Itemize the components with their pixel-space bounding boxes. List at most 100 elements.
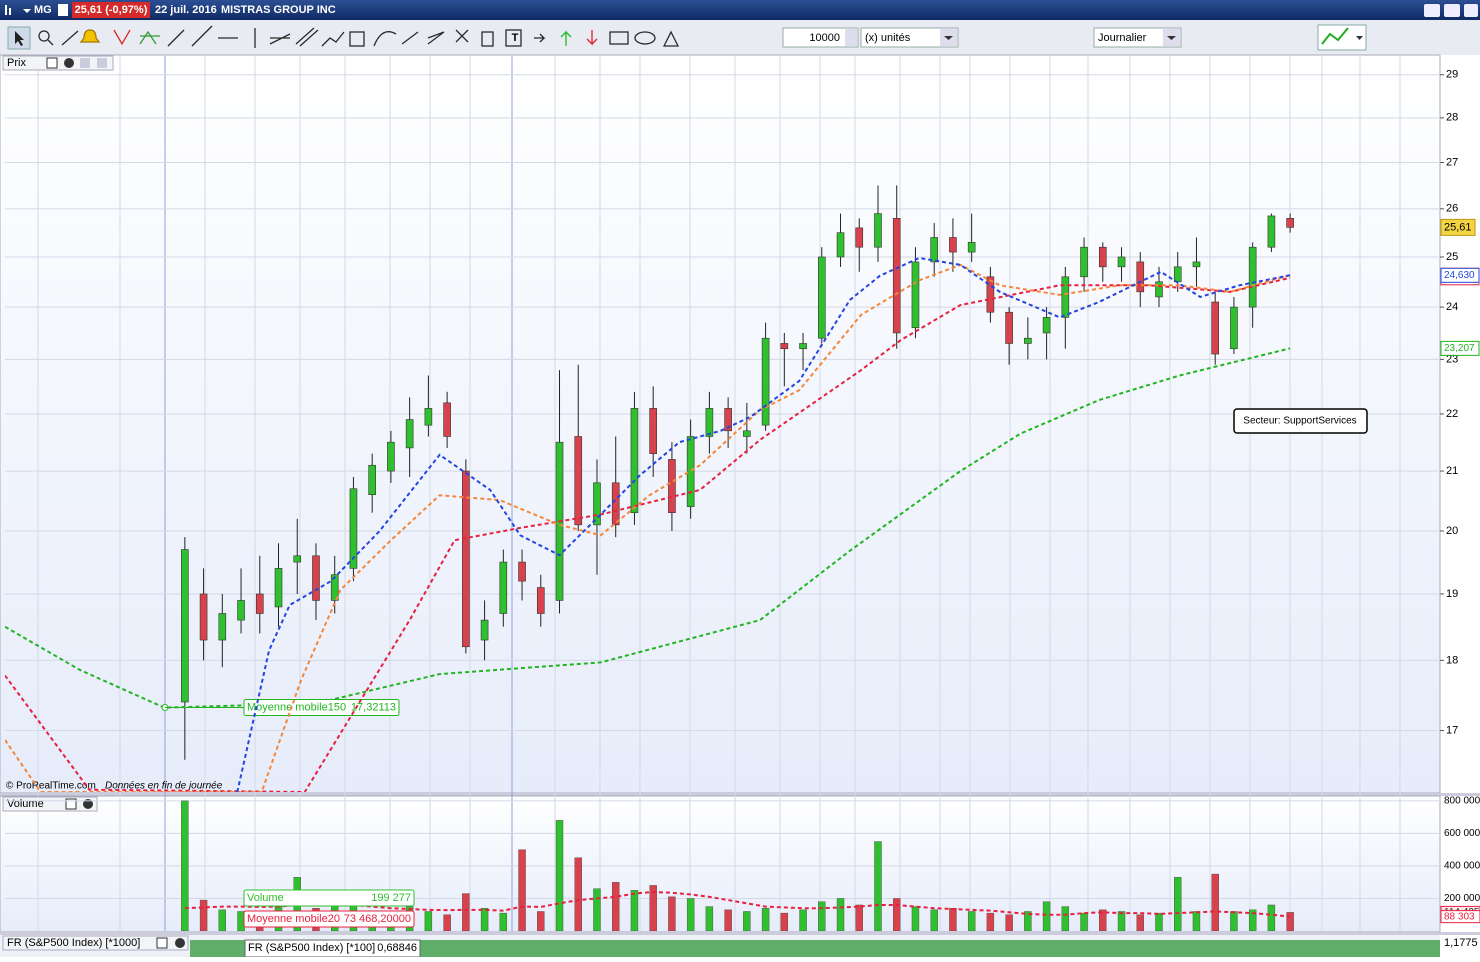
symbol: MG [34,4,52,16]
last-value-box [1440,910,1480,924]
candle-body [237,600,245,621]
candle-body [911,261,920,329]
volume-bar [893,898,901,931]
volume-bar [1192,911,1201,931]
volume-bar [424,911,433,931]
volume-bar [1267,904,1276,931]
candle-body [1248,246,1257,308]
candle-body [1155,281,1163,298]
toolbar [0,20,1480,55]
annotation: Secteur: SupportServices [1243,416,1356,427]
indicator-last: 1,1775 [1444,937,1478,949]
tooltip-name: Moyenne mobile20 [247,913,340,925]
indicator-tooltip-value: 0,68846 [377,942,417,954]
y-tick-label: 800 000 [1444,795,1480,806]
y-tick-label: 25 [1446,251,1458,263]
last-value: 88 303 [1444,911,1475,922]
company: MISTRAS GROUP INC [221,4,336,16]
volume-bar [1099,909,1107,931]
candle-body [462,470,470,648]
y-tick-label: 20 [1446,525,1458,537]
candle-body [1005,311,1013,344]
volume-bar [967,911,976,931]
volume-bar [855,904,863,931]
tooltip-name: Volume [247,892,284,904]
volume-bar [1080,912,1088,931]
annotation-box [1233,408,1368,434]
info-icon[interactable] [58,4,68,16]
note: Données en fin de journée [105,781,223,792]
arrow [1167,36,1176,40]
moving-average [5,263,1291,792]
candle-body [1267,215,1276,248]
volume-bar [705,906,714,931]
last-value: 23,207 [1444,343,1475,354]
candle-body [405,419,414,449]
candle-body [967,242,976,253]
period-select[interactable] [1093,27,1182,48]
candle-body [255,593,264,614]
window-buttons[interactable] [1424,4,1478,17]
volume-bar [1061,906,1070,931]
divider [0,932,1480,935]
volume-bar [799,909,807,931]
candle-body [480,619,489,641]
volume-bar [199,899,208,931]
candle-body [892,218,901,334]
candle-body [1136,261,1145,293]
volume-bar [761,908,770,931]
quantity-input[interactable] [782,27,859,48]
y-tick-label: 24 [1446,301,1458,313]
candle-body [1286,218,1294,228]
volume-bar [462,893,470,931]
spinner[interactable] [845,29,857,46]
volume-bar [1286,912,1294,931]
tooltip-value: 17,32113 [351,701,396,713]
y-tick-label: 29 [1446,69,1458,81]
y-tick-label: 28 [1446,112,1458,124]
volume-bar [574,857,582,931]
date: 22 juil. 2016 [155,4,217,16]
last-value: 24,630 [1444,270,1475,281]
volume-bar [724,909,732,931]
candle-body [668,459,676,513]
volume-bar [443,914,451,931]
volume-bar [874,841,882,931]
y-tick-label: 600 000 [1444,828,1480,839]
candle-body [630,408,639,513]
volume-bar [1230,911,1238,931]
panel-title: FR (S&P500 Index) [*1000] [7,937,140,949]
candle-body [274,568,283,608]
candle-body [536,587,545,614]
candle-body [761,337,770,426]
unit-select[interactable] [860,27,959,48]
candle-body [686,436,695,507]
volume-bar [1211,873,1219,931]
candle-body [986,276,995,313]
volume-bar [649,885,657,931]
arrow [1356,36,1363,40]
volume-bar [555,820,564,931]
volume-bar [480,908,489,931]
moving-average [236,256,1291,792]
volume-bar [1155,912,1163,931]
candle-body [330,574,339,601]
dropdown[interactable] [23,9,31,13]
indicator-area [190,940,1440,957]
last-price-box [1440,218,1476,236]
quote: 25,61 (-0,97%) [75,4,148,16]
volume-bar [1024,911,1032,931]
quote-box [72,2,150,18]
drawing-tools[interactable] [38,25,680,48]
volume-bar [1005,914,1013,931]
quantity: 10000 [809,32,840,44]
unit: (x) unités [865,32,911,44]
candle-body [649,408,657,454]
candle-body [218,613,227,641]
pointer-icon [15,31,24,46]
candle-body [705,408,714,437]
arrow [944,36,953,40]
candle-body [855,227,864,248]
last-price: 25,61 [1444,221,1472,233]
